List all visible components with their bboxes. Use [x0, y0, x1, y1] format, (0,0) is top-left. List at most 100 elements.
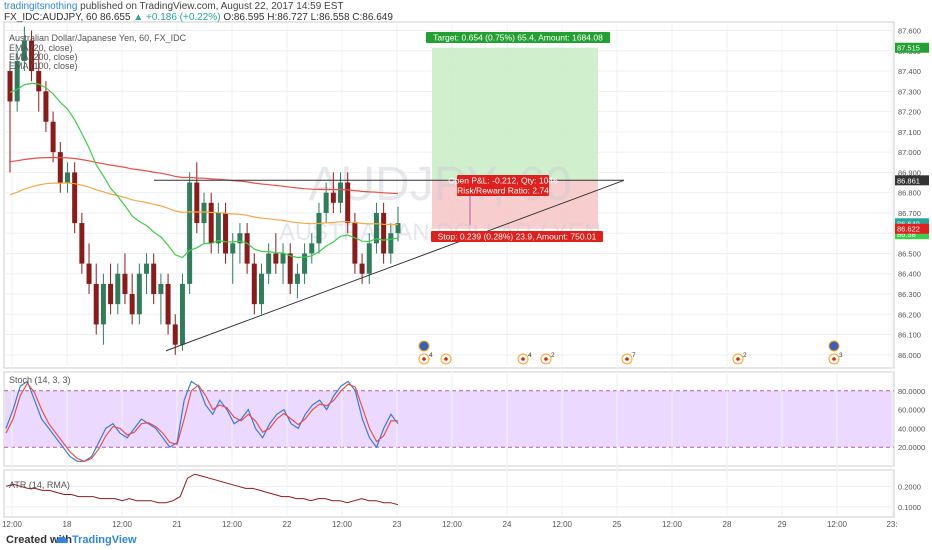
- published-text: published on TradingView.com, August 22,…: [80, 1, 344, 12]
- candle-body: [43, 91, 49, 122]
- price-tick-label: 86.300: [898, 290, 921, 299]
- legend-ema-200[interactable]: EMA (200, close): [9, 52, 78, 62]
- atr-pane: [3, 469, 895, 518]
- support-trendline: [165, 179, 625, 352]
- time-tick-label: 12:00: [827, 520, 848, 529]
- candle-body: [388, 233, 394, 254]
- candle-body: [345, 182, 351, 224]
- candle-body: [215, 212, 221, 244]
- event-count: 4: [429, 352, 433, 359]
- candle-body: [338, 182, 344, 203]
- ema-price-badge: 86.58: [897, 230, 916, 239]
- ema-200-line: [9, 156, 399, 195]
- rr-label-text: Risk/Reward Ratio: 2.74: [457, 186, 549, 196]
- candle-body: [79, 223, 85, 264]
- candle-body: [151, 263, 157, 295]
- entry-price-badge-bg: [895, 175, 929, 186]
- ohlc-values: O:86.595 H:86.727 L:86.558 C:86.649: [223, 12, 393, 23]
- candle-body: [266, 253, 272, 274]
- stop-price-badge: 86.622: [897, 225, 920, 234]
- event-dot: [736, 357, 740, 361]
- time-tick-label: 25: [613, 520, 622, 529]
- candle-body: [280, 253, 286, 264]
- time-tick-label: 23: [393, 520, 402, 529]
- price-tick-label: 86.800: [898, 189, 921, 198]
- price-tick-label: 87.200: [898, 108, 921, 117]
- candle-body: [187, 182, 193, 284]
- price-tick-label: 87.000: [898, 148, 921, 157]
- current-price-badge-bg: [895, 218, 929, 229]
- time-tick-label: 12:00: [332, 520, 353, 529]
- event-count: 7: [632, 352, 636, 359]
- symbol-label[interactable]: FX_IDC:AUDJPY, 60: [4, 12, 98, 23]
- candle-body: [50, 121, 56, 153]
- candle-body: [21, 40, 27, 61]
- stoch-d-line: [5, 382, 398, 462]
- candle-body: [287, 253, 293, 284]
- candle-body: [7, 71, 13, 102]
- candle-body: [136, 273, 142, 315]
- time-tick-label: 12:00: [552, 520, 573, 529]
- ema-100-line: [9, 182, 398, 226]
- legend-ema-20[interactable]: EMA (20, close): [9, 43, 73, 53]
- price-tick-label: 87.600: [898, 27, 921, 36]
- pnl-label-bg: [457, 175, 549, 186]
- price-tick-label: 87.400: [898, 67, 921, 76]
- entry-price-badge: 86.861: [897, 176, 920, 185]
- candle-body: [72, 172, 78, 224]
- event-dot: [544, 357, 548, 361]
- candle-body: [230, 243, 236, 254]
- candle-body: [179, 283, 185, 345]
- candle-body: [201, 202, 207, 224]
- candle-body: [373, 212, 379, 244]
- ema-20-line: [9, 82, 399, 259]
- candle-body: [129, 294, 135, 315]
- created-with-text: Created with: [6, 534, 73, 546]
- candle-body: [273, 253, 279, 264]
- flag-australia-icon: [418, 340, 430, 352]
- candle-body: [316, 212, 322, 244]
- stop-label-bg: [431, 231, 603, 242]
- target-label-bg: [426, 32, 610, 43]
- target-label-text: Target: 0.654 (0.75%) 65.4, Amount: 1684…: [433, 33, 603, 43]
- tradingview-brand[interactable]: TradingView: [72, 534, 137, 546]
- candle-body: [108, 283, 114, 305]
- time-tick-label: 29: [778, 520, 787, 529]
- event-dot: [422, 357, 426, 361]
- time-tick-label: 24: [503, 520, 512, 529]
- candle-body: [158, 283, 164, 295]
- price-tick-label: 86.900: [898, 168, 921, 177]
- candle-body: [323, 192, 329, 213]
- candle-body: [57, 152, 63, 183]
- candle-body: [172, 324, 178, 345]
- publish-info: tradingitsnothing published on TradingVi…: [4, 1, 344, 12]
- candle-body: [115, 273, 121, 305]
- candle-body: [309, 243, 315, 254]
- event-count: 2: [743, 352, 747, 359]
- candle-body: [165, 283, 171, 325]
- candle-body: [93, 283, 99, 325]
- publisher-name[interactable]: tradingitsnothing: [4, 1, 78, 12]
- legend-instrument[interactable]: Australian Dollar/Japanese Yen, 60, FX_I…: [9, 33, 187, 43]
- price-tick-label: 86.000: [898, 351, 921, 360]
- candle-body: [208, 202, 214, 244]
- flag-australia-icon: [828, 340, 840, 352]
- candle-body: [381, 212, 387, 254]
- candle-body: [36, 71, 42, 92]
- price-tick-label: 86.500: [898, 249, 921, 258]
- stoch-title[interactable]: Stoch (14, 3, 3): [9, 375, 71, 385]
- stoch-tick-label: 80.0000: [898, 387, 925, 396]
- stop-label-text: Stop: 0.239 (0.28%) 23.9, Amount: 750.01: [438, 232, 597, 242]
- candle-body: [237, 233, 243, 244]
- candle-body: [366, 243, 372, 274]
- legend-ema-100[interactable]: EMA (100, close): [9, 61, 78, 71]
- atr-title[interactable]: ATR (14, RMA): [9, 480, 70, 490]
- candle-body: [251, 263, 257, 305]
- last-price: 86.655: [99, 12, 131, 23]
- candle-body: [100, 283, 106, 325]
- candle-body: [223, 212, 229, 254]
- event-count: 3: [839, 352, 843, 359]
- rr-label-bg: [457, 185, 549, 196]
- atr-tick-label: 0.2000: [898, 482, 921, 491]
